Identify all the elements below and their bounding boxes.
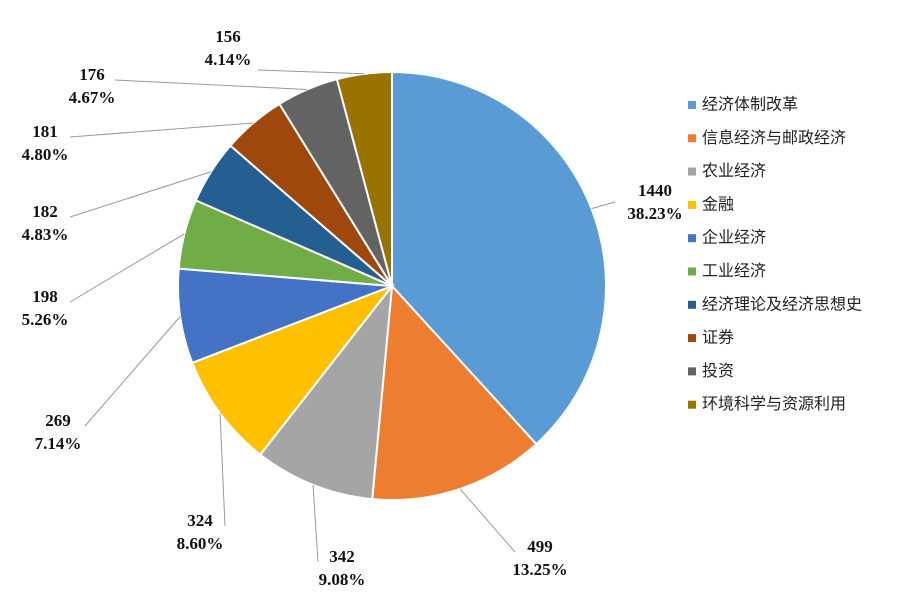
data-label: 156	[215, 27, 241, 46]
leader-line	[84, 316, 181, 427]
legend-swatch	[688, 267, 696, 276]
legend-label: 信息经济与邮政经济	[702, 128, 846, 147]
percent-label: 4.14%	[205, 50, 252, 69]
data-label: 181	[32, 122, 58, 141]
legend-swatch	[688, 400, 696, 409]
pie-slice	[371, 283, 538, 501]
percent-label: 13.25%	[512, 560, 567, 579]
percent-label: 7.14%	[35, 434, 82, 453]
pie-slice	[391, 70, 607, 446]
percent-label: 5.26%	[22, 310, 69, 329]
legend-label: 环境科学与资源利用	[702, 394, 846, 413]
legend-label: 经济体制改革	[702, 95, 798, 114]
leader-line	[69, 171, 212, 218]
data-label: 269	[45, 411, 71, 430]
pie-slice	[258, 282, 394, 501]
leader-line	[459, 488, 516, 553]
leader-line	[114, 79, 308, 90]
pie-slice	[190, 283, 396, 457]
data-label: 342	[329, 547, 355, 566]
leader-line	[219, 413, 226, 527]
pie-slice	[335, 70, 393, 287]
percent-label: 8.60%	[177, 534, 224, 553]
leader-line	[312, 484, 319, 563]
legend-swatch	[688, 334, 696, 343]
legend-label: 农业经济	[702, 161, 766, 180]
leader-line	[69, 122, 254, 138]
leader-line	[69, 233, 185, 303]
percent-label: 38.23%	[627, 204, 682, 223]
legend-swatch	[688, 167, 696, 176]
legend-label: 企业经济	[702, 228, 766, 247]
data-label: 198	[32, 287, 58, 306]
legend-swatch	[688, 367, 696, 376]
percent-label: 9.08%	[319, 570, 366, 589]
percent-label: 4.67%	[69, 88, 116, 107]
legend-swatch	[688, 200, 696, 209]
legend-swatch	[688, 300, 696, 309]
percent-label: 4.83%	[22, 225, 69, 244]
leader-line	[257, 69, 365, 75]
legend-label: 经济理论及经济思想史	[702, 294, 862, 313]
leader-line	[591, 201, 616, 210]
legend-label: 投资	[702, 361, 734, 380]
data-label: 182	[32, 202, 58, 221]
legend-label: 金融	[702, 194, 734, 213]
data-label: 176	[79, 65, 105, 84]
legend-swatch	[688, 134, 696, 143]
legend-label: 证券	[702, 328, 734, 347]
data-label: 499	[527, 537, 553, 556]
legend-label: 工业经济	[702, 261, 766, 280]
data-label: 1440	[638, 181, 672, 200]
percent-label: 4.80%	[22, 145, 69, 164]
legend-swatch	[688, 234, 696, 243]
data-label: 324	[187, 511, 213, 530]
legend-swatch	[688, 101, 696, 109]
